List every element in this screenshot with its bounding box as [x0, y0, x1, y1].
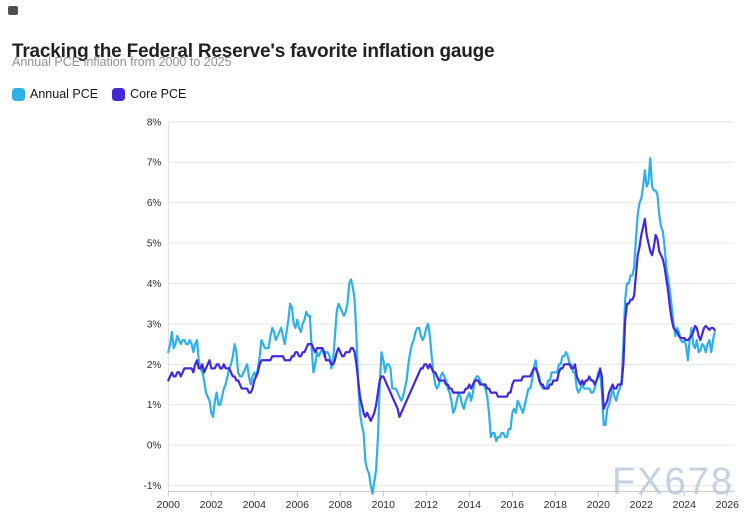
y-axis-label: -1% — [144, 481, 162, 492]
legend-label-annual-pce: Annual PCE — [30, 87, 99, 101]
y-axis-label: 2% — [147, 360, 162, 371]
y-axis-label: 0% — [147, 441, 162, 452]
page-subtitle: Annual PCE inflation from 2000 to 2025 — [12, 55, 232, 69]
x-axis-label: 2012 — [415, 499, 439, 511]
x-axis-label: 2024 — [673, 499, 697, 511]
x-axis-label: 2008 — [329, 499, 353, 511]
x-axis-label: 2006 — [286, 499, 310, 511]
y-axis-label: 5% — [147, 239, 162, 250]
x-axis-label: 2000 — [157, 499, 181, 511]
annual-pce-line — [167, 157, 716, 495]
corner-mark — [8, 6, 18, 15]
x-axis-label: 2016 — [501, 499, 525, 511]
core-pce-line — [167, 217, 716, 423]
x-axis-label: 2026 — [716, 499, 740, 511]
annual-pce-swatch-icon — [12, 87, 25, 101]
core-pce-swatch-icon — [112, 87, 126, 101]
x-axis-label: 2004 — [243, 499, 267, 511]
watermark: FX678 — [612, 461, 734, 503]
y-axis-label: 7% — [147, 158, 162, 169]
y-axis-label: 6% — [147, 198, 162, 209]
x-axis-label: 2014 — [458, 499, 482, 511]
legend-item-annual-pce: Annual PCE — [12, 87, 98, 101]
y-axis-label: 1% — [147, 400, 162, 411]
chart-legend: Annual PCE Core PCE — [12, 87, 186, 101]
y-axis-label: 4% — [147, 279, 162, 290]
x-axis-label: 2002 — [200, 499, 224, 511]
y-axis-label: 8% — [147, 117, 162, 128]
legend-label-core-pce: Core PCE — [130, 87, 187, 101]
x-axis-label: 2022 — [630, 499, 654, 511]
y-axis-label: 3% — [147, 319, 162, 330]
legend-item-core-pce: Core PCE — [112, 87, 186, 101]
page-title: Tracking the Federal Reserve's favorite … — [12, 40, 495, 62]
x-axis-label: 2018 — [544, 499, 568, 511]
x-axis-label: 2020 — [587, 499, 611, 511]
x-axis-label: 2010 — [372, 499, 396, 511]
